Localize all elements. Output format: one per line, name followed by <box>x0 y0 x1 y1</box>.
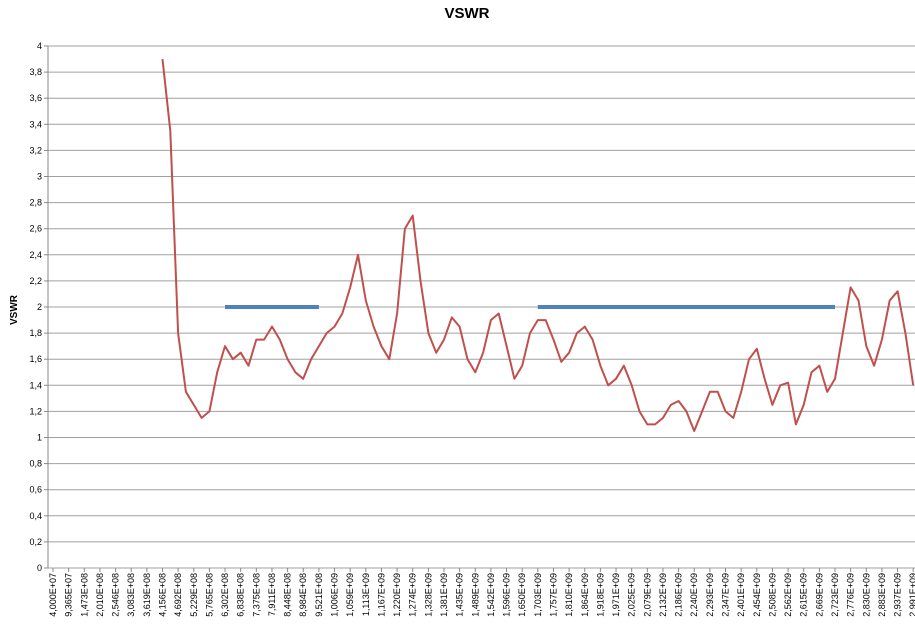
chart-title: VSWR <box>445 5 490 22</box>
y-tick-label: 4 <box>37 41 42 51</box>
x-tick-label: 2,991E+09 <box>908 573 915 617</box>
x-tick-label: 2,830E+09 <box>861 573 871 617</box>
x-tick-label: 3,083E+08 <box>126 573 136 617</box>
x-tick-label: 1,435E+09 <box>455 573 465 617</box>
x-tick-label: 2,401E+09 <box>736 573 746 617</box>
y-axis-label: VSWR <box>9 294 20 325</box>
y-tick-label: 3,2 <box>29 145 42 155</box>
x-tick-label: 1,918E+09 <box>595 573 605 617</box>
x-tick-label: 1,596E+09 <box>502 573 512 617</box>
y-tick-label: 2,6 <box>29 224 42 234</box>
x-tick-label: 1,489E+09 <box>470 573 480 617</box>
x-tick-label: 7,375E+08 <box>251 573 261 617</box>
x-tick-label: 1,971E+09 <box>611 573 621 617</box>
y-tick-label: 1,8 <box>29 328 42 338</box>
x-tick-label: 2,937E+09 <box>893 573 903 617</box>
x-tick-label: 1,167E+09 <box>376 573 386 617</box>
x-tick-label: 4,156E+08 <box>157 573 167 617</box>
x-tick-label: 2,615E+09 <box>799 573 809 617</box>
x-tick-label: 1,274E+09 <box>408 573 418 617</box>
x-tick-label: 2,723E+09 <box>830 573 840 617</box>
x-tick-label: 1,757E+09 <box>548 573 558 617</box>
x-tick-label: 1,810E+09 <box>564 573 574 617</box>
x-tick-label: 2,562E+09 <box>783 573 793 617</box>
x-tick-label: 1,703E+09 <box>533 573 543 617</box>
x-tick-label: 5,765E+08 <box>204 573 214 617</box>
x-tick-label: 1,006E+09 <box>330 573 340 617</box>
y-tick-label: 2,8 <box>29 198 42 208</box>
x-tick-label: 9,365E+07 <box>64 573 74 617</box>
x-tick-label: 9,521E+08 <box>314 573 324 617</box>
x-tick-label: 1,473E+08 <box>79 573 89 617</box>
y-tick-label: 2,2 <box>29 276 42 286</box>
y-tick-label: 0,4 <box>29 511 42 521</box>
x-tick-label: 2,347E+09 <box>721 573 731 617</box>
x-tick-label: 2,546E+08 <box>111 573 121 617</box>
x-tick-label: 7,911E+08 <box>267 573 277 616</box>
x-tick-label: 4,000E+07 <box>48 573 58 617</box>
y-tick-label: 0,8 <box>29 459 42 469</box>
x-tick-label: 2,079E+09 <box>642 573 652 617</box>
x-tick-label: 2,186E+09 <box>674 573 684 617</box>
x-tick-label: 1,542E+09 <box>486 573 496 617</box>
x-tick-label: 3,619E+08 <box>142 573 152 617</box>
x-tick-label: 1,650E+09 <box>517 573 527 617</box>
x-tick-label: 2,454E+09 <box>752 573 762 617</box>
x-tick-label: 2,240E+09 <box>689 573 699 617</box>
y-tick-label: 1 <box>37 433 42 443</box>
x-tick-label: 2,776E+09 <box>846 573 856 617</box>
y-tick-label: 2 <box>37 302 42 312</box>
y-tick-label: 1,6 <box>29 354 42 364</box>
y-tick-label: 2,4 <box>29 250 42 260</box>
y-tick-label: 3,4 <box>29 119 42 129</box>
x-tick-label: 2,010E+08 <box>95 573 105 617</box>
x-tick-label: 1,381E+09 <box>439 573 449 617</box>
y-tick-label: 3,6 <box>29 93 42 103</box>
x-tick-label: 2,669E+09 <box>814 573 824 617</box>
x-tick-label: 2,883E+09 <box>877 573 887 617</box>
x-tick-label: 5,229E+08 <box>189 573 199 617</box>
x-tick-label: 1,059E+09 <box>345 573 355 617</box>
series-line <box>161 58 915 432</box>
x-tick-label: 8,448E+08 <box>283 573 293 617</box>
x-tick-label: 1,328E+09 <box>423 573 433 617</box>
y-tick-label: 0,2 <box>29 537 42 547</box>
x-tick-label: 6,838E+08 <box>236 573 246 617</box>
x-tick-label: 2,508E+09 <box>767 573 777 617</box>
x-tick-label: 2,293E+09 <box>705 573 715 617</box>
x-tick-label: 2,025E+09 <box>627 573 637 617</box>
x-tick-label: 6,302E+08 <box>220 573 230 617</box>
x-tick-label: 1,220E+09 <box>392 573 402 617</box>
y-tick-label: 0,6 <box>29 485 42 495</box>
x-tick-label: 1,864E+09 <box>580 573 590 617</box>
x-tick-label: 8,984E+08 <box>298 573 308 617</box>
y-tick-label: 0 <box>37 563 42 573</box>
y-tick-label: 1,4 <box>29 380 42 390</box>
x-tick-label: 1,113E+09 <box>361 573 371 616</box>
y-tick-label: 3,8 <box>29 67 42 77</box>
x-tick-label: 4,692E+08 <box>173 573 183 617</box>
y-tick-label: 1,2 <box>29 406 42 416</box>
x-tick-label: 2,132E+09 <box>658 573 668 617</box>
y-tick-label: 3 <box>37 172 42 182</box>
